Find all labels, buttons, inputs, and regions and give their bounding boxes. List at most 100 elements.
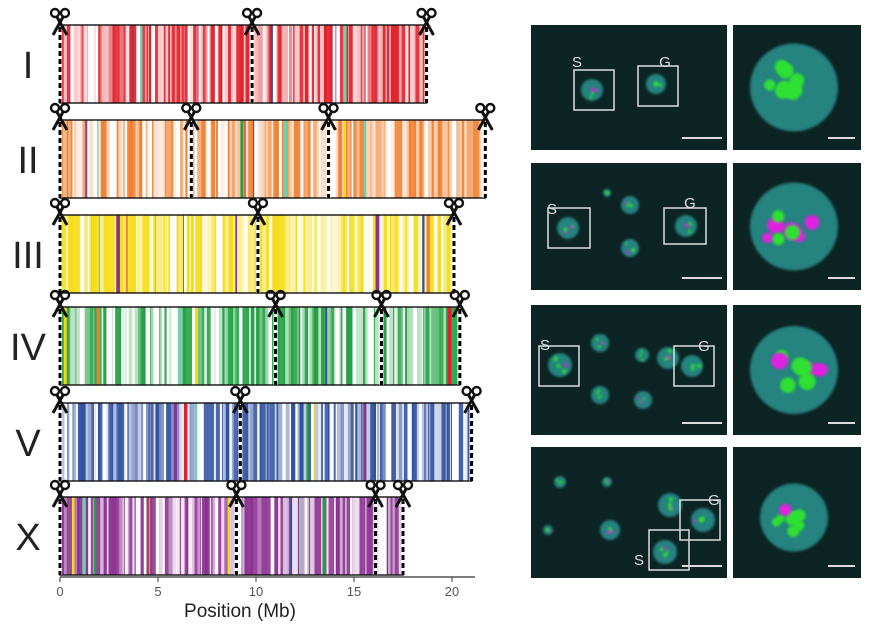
feature-stripe — [250, 403, 253, 481]
feature-stripe — [253, 403, 257, 481]
feature-stripe — [297, 307, 299, 385]
foci — [564, 363, 568, 367]
feature-stripe — [82, 120, 85, 198]
feature-stripe — [374, 25, 378, 103]
feature-stripe — [94, 497, 96, 575]
feature-stripe — [220, 403, 222, 481]
feature-stripe — [169, 307, 172, 385]
feature-stripe — [417, 403, 419, 481]
feature-stripe — [107, 497, 109, 575]
feature-stripe — [235, 120, 237, 198]
feature-stripe — [395, 215, 398, 293]
g-label: G — [698, 338, 710, 355]
feature-stripe — [365, 307, 368, 385]
foci — [591, 88, 595, 92]
feature-stripe — [149, 25, 152, 103]
feature-stripe — [89, 215, 91, 293]
feature-stripe — [228, 307, 231, 385]
feature-stripe — [262, 403, 266, 481]
feature-stripe — [391, 215, 395, 293]
foci — [596, 338, 599, 341]
feature-stripe — [159, 403, 161, 481]
feature-stripe — [208, 215, 212, 293]
feature-stripe — [113, 403, 117, 481]
feature-stripe — [83, 25, 87, 103]
zoom-image — [733, 447, 861, 578]
chromosome-II: II — [17, 104, 494, 198]
foci — [625, 242, 627, 244]
feature-stripe — [279, 25, 282, 103]
feature-stripe — [90, 25, 94, 103]
feature-stripe — [100, 215, 104, 293]
feature-stripe — [370, 403, 374, 481]
feature-stripe — [193, 25, 196, 103]
feature-stripe — [274, 497, 278, 575]
feature-stripe — [244, 215, 248, 293]
feature-stripe — [300, 25, 304, 103]
feature-stripe — [321, 215, 324, 293]
feature-stripe — [192, 307, 195, 385]
feature-stripe — [74, 215, 78, 293]
feature-stripe — [80, 25, 82, 103]
feature-stripe — [442, 403, 446, 481]
feature-stripe — [308, 120, 311, 198]
foci — [570, 226, 573, 229]
feature-stripe — [160, 215, 163, 293]
feature-stripe — [352, 215, 355, 293]
feature-stripe — [129, 307, 133, 385]
feature-stripe — [332, 215, 336, 293]
feature-stripe — [232, 120, 236, 198]
feature-stripe — [137, 497, 141, 575]
feature-stripe — [360, 497, 363, 575]
feature-stripe — [155, 25, 158, 103]
feature-stripe — [266, 120, 269, 198]
feature-stripe — [143, 215, 147, 293]
nucleus — [591, 334, 609, 352]
feature-stripe — [123, 25, 125, 103]
feature-stripe — [119, 497, 122, 575]
foci — [785, 225, 800, 240]
chromosome-label: II — [17, 140, 38, 182]
feature-stripe — [68, 120, 71, 198]
feature-stripe — [102, 25, 106, 103]
feature-stripe — [143, 403, 146, 481]
feature-stripe — [265, 307, 268, 385]
feature-stripe — [357, 403, 361, 481]
feature-stripe — [170, 215, 173, 293]
feature-stripe — [411, 120, 414, 198]
feature-stripe — [122, 403, 124, 481]
feature-stripe — [323, 497, 327, 575]
feature-stripe — [120, 215, 123, 293]
feature-stripe — [218, 120, 221, 198]
feature-stripe — [373, 215, 376, 293]
feature-stripe — [378, 497, 382, 575]
feature-stripe — [291, 120, 294, 198]
chromosome-III: III — [12, 199, 463, 293]
feature-stripe — [318, 307, 321, 385]
feature-stripe — [354, 215, 357, 293]
feature-stripe — [136, 120, 139, 198]
feature-stripe — [127, 120, 130, 198]
feature-stripe — [164, 307, 167, 385]
feature-stripe — [241, 215, 244, 293]
feature-stripe — [109, 25, 113, 103]
feature-stripe — [112, 497, 116, 575]
feature-stripe — [164, 403, 166, 481]
feature-stripe — [119, 25, 123, 103]
feature-stripe — [141, 403, 143, 481]
feature-stripe — [438, 403, 442, 481]
feature-stripe — [100, 307, 102, 385]
feature-stripe — [74, 120, 76, 198]
feature-stripe — [143, 120, 146, 198]
feature-stripe — [158, 120, 162, 198]
feature-stripe — [285, 307, 289, 385]
foci — [637, 397, 640, 400]
feature-stripe — [271, 497, 275, 575]
feature-stripe — [70, 497, 73, 575]
feature-stripe — [197, 403, 200, 481]
feature-stripe — [310, 307, 313, 385]
feature-stripe — [260, 307, 263, 385]
feature-stripe — [305, 307, 309, 385]
